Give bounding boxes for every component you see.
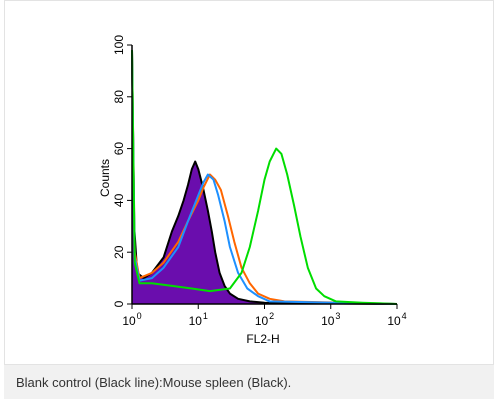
histogram-chart: 0 20 40 60 80 100 100 101 102 103 104 FL2-H Counts [98,35,407,346]
series-layer [131,50,398,305]
series-3-line [131,50,398,305]
y-tick-label: 40 [112,193,126,207]
y-tick-label: 0 [112,300,126,307]
figure-caption: Blank control (Black line):Mouse spleen … [16,375,292,390]
series-0-fill [132,50,397,305]
series-4-line [131,50,398,305]
x-tick-label: 104 [387,311,406,328]
axis-layer: 0 20 40 60 80 100 100 101 102 103 104 [112,35,407,328]
x-tick-label: 101 [189,311,208,328]
y-tick-label: 80 [112,90,126,104]
caption-bar: Blank control (Black line):Mouse spleen … [4,364,494,399]
x-tick-label: 102 [255,311,274,328]
y-tick-label: 20 [112,245,126,259]
y-axis-label: Counts [98,159,112,197]
series-2-line [131,50,398,305]
x-tick-label: 103 [321,311,340,328]
plot-panel: 0 20 40 60 80 100 100 101 102 103 104 FL2-H Counts [66,13,437,358]
x-axis-label: FL2-H [246,332,279,346]
y-tick-label: 100 [112,35,126,55]
x-tick-label: 100 [122,311,141,328]
y-tick-label: 60 [112,142,126,156]
